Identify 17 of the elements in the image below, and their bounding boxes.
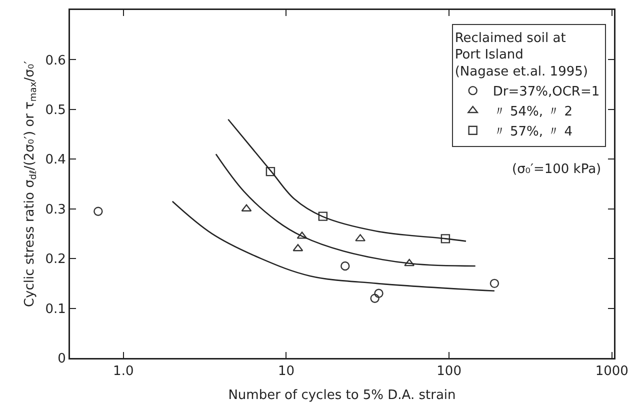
x-tick-label: 100 [436,364,462,380]
legend-label: Dr=37%,OCR=1 [492,84,600,100]
y-tick-label: 0.6 [45,53,66,68]
x-axis-title: Number of cycles to 5% D.A. strain [228,388,456,403]
y-tick-label: 0.2 [45,252,66,268]
y-tick-label: 0 [58,352,66,367]
y-tick-label: 0.3 [45,202,66,218]
legend-title: Reclaimed soil at Port Island (Nagase et.al. 1995) [454,30,588,80]
x-tick-label: 1.0 [113,364,134,380]
y-tick-label: 0.1 [45,302,66,317]
annotation: (σ₀′=100 kPa) [512,162,602,177]
x-tick-label: 10 [278,364,295,380]
y-tick-label: 0.5 [45,102,66,118]
x-tick-label: 1000 [595,364,628,380]
legend-label: 〃 57%, 〃 4 [492,124,573,140]
y-tick-label: 0.4 [45,152,66,168]
legend-label: 〃 54%, 〃 2 [492,104,573,120]
